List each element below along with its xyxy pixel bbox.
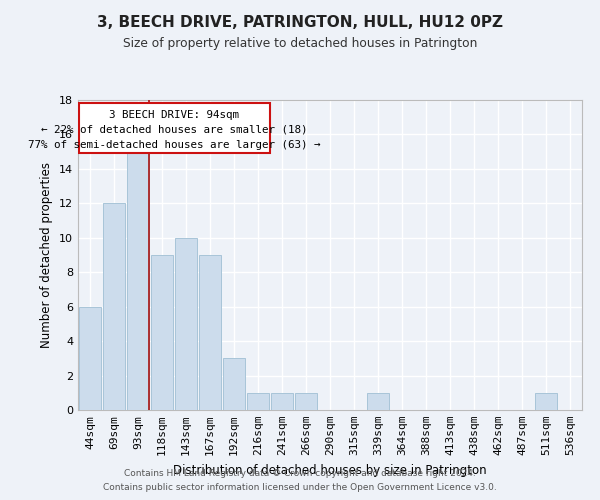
Bar [199,255,221,410]
Text: Size of property relative to detached houses in Patrington: Size of property relative to detached ho… [123,38,477,51]
Bar [271,393,293,410]
Bar [535,393,557,410]
Bar [247,393,269,410]
Bar [79,306,101,410]
Y-axis label: Number of detached properties: Number of detached properties [40,162,53,348]
Bar [127,152,149,410]
Text: ← 22% of detached houses are smaller (18): ← 22% of detached houses are smaller (18… [41,124,308,134]
Text: 77% of semi-detached houses are larger (63) →: 77% of semi-detached houses are larger (… [28,140,321,150]
Text: 3 BEECH DRIVE: 94sqm: 3 BEECH DRIVE: 94sqm [109,110,239,120]
Text: Contains HM Land Registry data © Crown copyright and database right 2024.: Contains HM Land Registry data © Crown c… [124,468,476,477]
Bar [175,238,197,410]
X-axis label: Distribution of detached houses by size in Patrington: Distribution of detached houses by size … [173,464,487,476]
Bar [367,393,389,410]
Text: 3, BEECH DRIVE, PATRINGTON, HULL, HU12 0PZ: 3, BEECH DRIVE, PATRINGTON, HULL, HU12 0… [97,15,503,30]
Bar [103,204,125,410]
Bar [223,358,245,410]
Bar [151,255,173,410]
FancyBboxPatch shape [79,102,270,154]
Bar [295,393,317,410]
Text: Contains public sector information licensed under the Open Government Licence v3: Contains public sector information licen… [103,484,497,492]
